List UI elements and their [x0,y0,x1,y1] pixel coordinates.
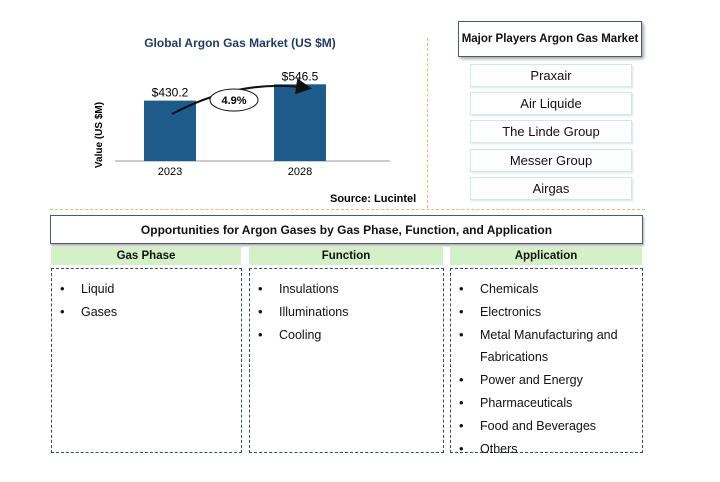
list-item: Others [459,438,638,461]
vertical-divider [427,38,428,208]
source-note: Source: Lucintel [330,193,417,205]
list-item: Gases [60,301,237,324]
column-header-application: Application [450,247,642,265]
cagr-bubble [209,88,259,112]
list-item: Pharmaceuticals [459,392,638,415]
list-item: Illuminations [258,301,439,324]
application-list: Chemicals Electronics Metal Manufacturin… [450,268,643,460]
list-item: Electronics [459,301,638,324]
players-title: Major Players Argon Gas Market [458,21,642,57]
chart-title: Global Argon Gas Market (US $M) [144,36,336,50]
column-header-gas-phase: Gas Phase [51,247,241,265]
data-label-2028: $546.5 [282,69,319,83]
tick-label-2023: 2023 [158,166,182,178]
player-messer-group: Messer Group [470,149,632,172]
player-praxair: Praxair [470,64,632,87]
list-item: Food and Beverages [459,415,638,438]
gas-phase-list: Liquid Gases [51,268,242,453]
function-list: Insulations Illuminations Cooling [249,268,444,453]
bar-2023 [144,100,196,161]
opportunities-title: Opportunities for Argon Gases by Gas Pha… [50,215,643,244]
list-item: Metal Manufacturing and Fabrications [459,324,638,370]
player-airgas: Airgas [470,177,632,200]
y-axis-label: Value (US $M) [94,102,105,168]
horizontal-divider [50,209,645,210]
list-item: Power and Energy [459,369,638,392]
bar-chart: Value (US $M) $430.2 $546.5 2023 2028 4.… [94,69,390,178]
data-label-2023: $430.2 [152,86,189,100]
list-item: Chemicals [459,278,638,301]
list-item: Cooling [258,324,439,347]
player-air-liquide: Air Liquide [470,92,632,115]
list-item: Insulations [258,278,439,301]
tick-label-2028: 2028 [288,166,312,178]
bar-2028 [274,84,326,161]
list-item: Liquid [60,278,237,301]
cagr-label: 4.9% [221,95,246,107]
column-header-function: Function [249,247,443,265]
player-linde-group: The Linde Group [470,120,632,143]
